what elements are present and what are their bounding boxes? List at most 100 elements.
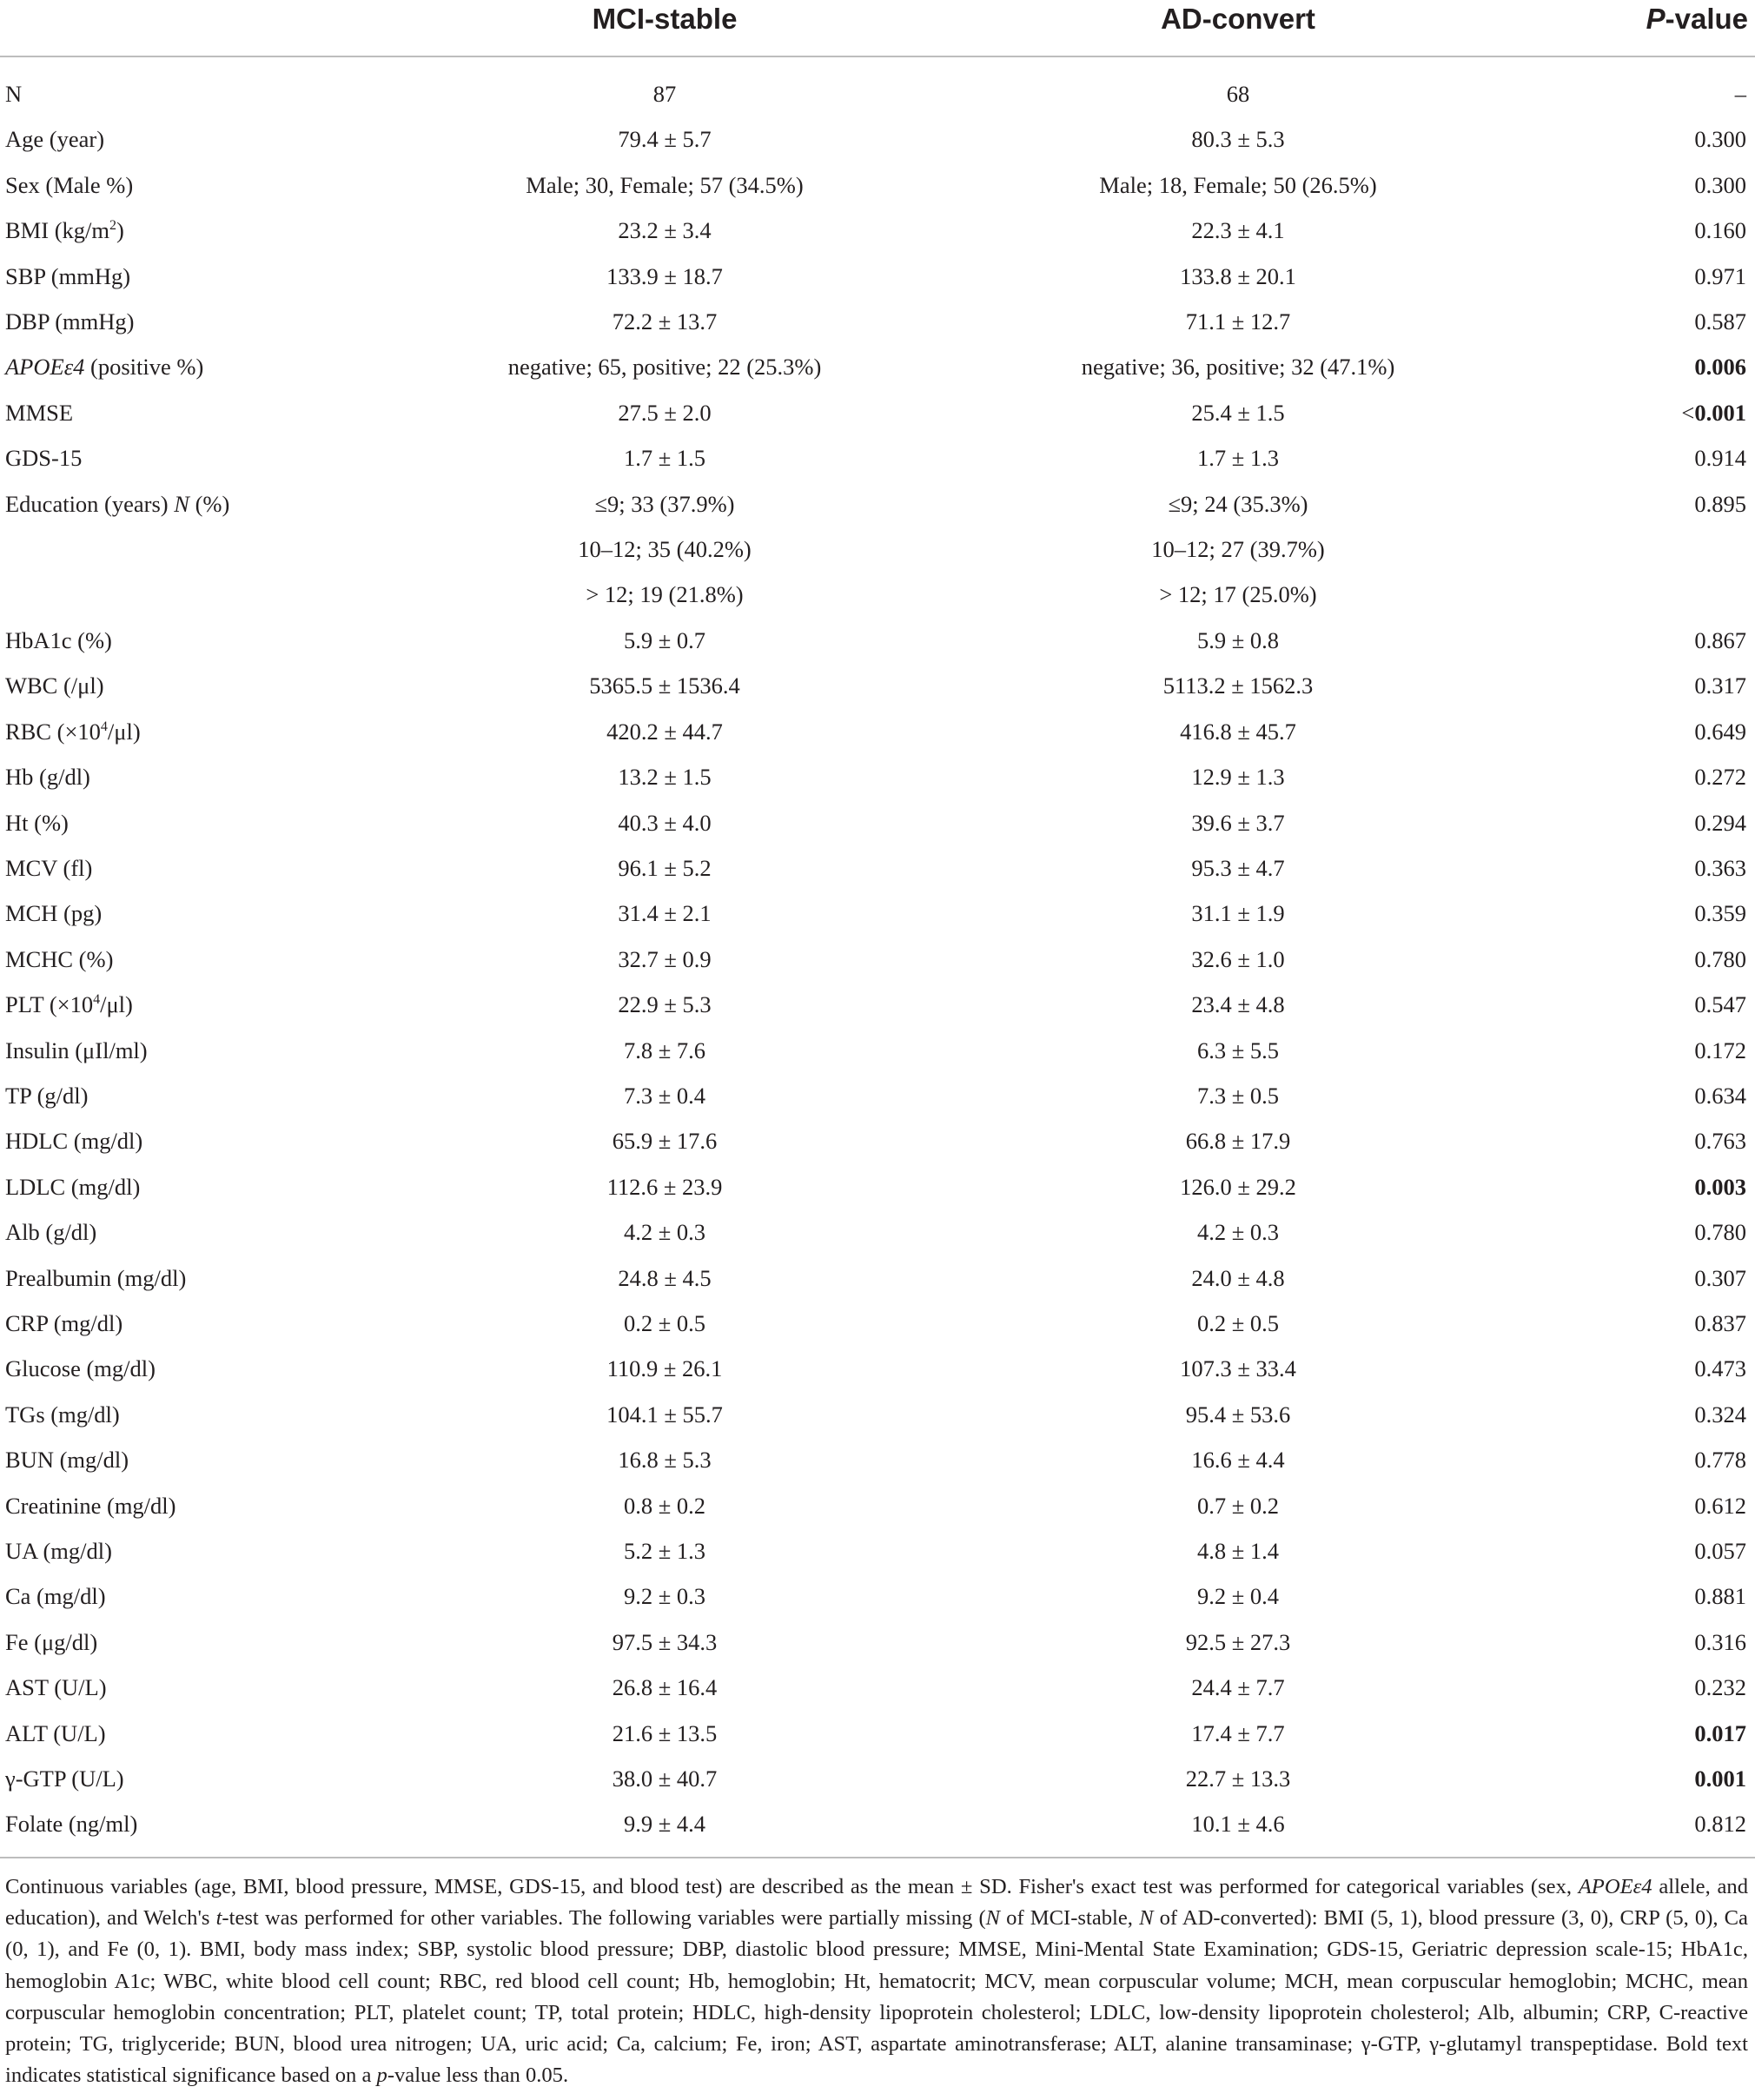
mci-stable-value: 79.4 ± 5.7 bbox=[618, 126, 712, 153]
row-label: HbA1c (%) bbox=[5, 618, 112, 663]
row-label: WBC (/μl) bbox=[5, 663, 104, 708]
p-value: <0.001 bbox=[1681, 390, 1746, 435]
table-row: LDLC (mg/dl) 112.6 ± 23.9 126.0 ± 29.2 0.00… bbox=[0, 1164, 1755, 1209]
footnote-italic: N bbox=[985, 1906, 1001, 1931]
p-value: 0.867 bbox=[1694, 618, 1746, 663]
row-label: SBP (mmHg) bbox=[5, 254, 130, 299]
table-row: Education (years) N (%) ≤9; 33 (37.9%) ≤9;… bbox=[0, 481, 1755, 527]
table-row: Sex (Male %) Male; 30, Female; 57 (34.5%)… bbox=[0, 162, 1755, 208]
p-value-prefix: < bbox=[1681, 399, 1695, 426]
row-label-part: γ-GTP (U/L) bbox=[5, 1765, 124, 1792]
ad-convert-value: 32.6 ± 1.0 bbox=[1191, 945, 1285, 972]
row-label-part: TP (g/dl) bbox=[5, 1082, 89, 1109]
p-value-number: 0.359 bbox=[1694, 900, 1746, 927]
p-value: 0.300 bbox=[1694, 116, 1746, 162]
row-label-part: 4 bbox=[93, 992, 101, 1008]
ad-convert-value: 23.4 ± 4.8 bbox=[1191, 991, 1285, 1018]
row-label-part: TGs (mg/dl) bbox=[5, 1401, 120, 1428]
ad-convert-value: 17.4 ± 7.7 bbox=[1191, 1719, 1285, 1746]
row-label: APOEε4 (positive %) bbox=[5, 344, 203, 389]
p-value: 0.587 bbox=[1694, 299, 1746, 344]
row-label-part: (%) bbox=[189, 490, 230, 517]
p-value: 0.001 bbox=[1694, 1756, 1746, 1801]
footnote-italic: p bbox=[376, 2064, 387, 2088]
mci-stable-value: 5.9 ± 0.7 bbox=[623, 626, 706, 653]
p-value-number: 0.300 bbox=[1694, 126, 1746, 153]
row-label: RBC (×104/μl) bbox=[5, 709, 141, 754]
table-row: 10–12; 35 (40.2%) 10–12; 27 (39.7%) bbox=[0, 527, 1755, 572]
ad-convert-value: 71.1 ± 12.7 bbox=[1185, 308, 1291, 335]
table-row: MMSE 27.5 ± 2.0 25.4 ± 1.5 <0.001 bbox=[0, 390, 1755, 435]
row-label-part: BMI (kg/m bbox=[5, 217, 109, 244]
mci-stable-value: Male; 30, Female; 57 (34.5%) bbox=[526, 171, 804, 198]
p-value-number: 0.003 bbox=[1694, 1173, 1746, 1200]
p-value-number: 0.001 bbox=[1694, 1765, 1746, 1792]
mci-stable-value: 104.1 ± 55.7 bbox=[606, 1401, 723, 1428]
mci-stable-value: 133.9 ± 18.7 bbox=[606, 262, 723, 289]
table-row: GDS-15 1.7 ± 1.5 1.7 ± 1.3 0.914 bbox=[0, 435, 1755, 480]
p-value: 0.473 bbox=[1694, 1346, 1746, 1391]
footnote-text: allele, and education), and Welch's bbox=[5, 1875, 1748, 1931]
row-label-part: MMSE bbox=[5, 399, 74, 426]
table-row: Glucose (mg/dl) 110.9 ± 26.1 107.3 ± 33.4 0… bbox=[0, 1346, 1755, 1391]
row-label-part: Age (year) bbox=[5, 126, 105, 153]
p-value: 0.634 bbox=[1694, 1073, 1746, 1118]
ad-convert-value: 10–12; 27 (39.7%) bbox=[1151, 536, 1325, 563]
row-label: Prealbumin (mg/dl) bbox=[5, 1255, 186, 1301]
p-value-number: – bbox=[1734, 81, 1746, 107]
ad-convert-value: 16.6 ± 4.4 bbox=[1191, 1447, 1285, 1474]
p-value-number: 0.837 bbox=[1694, 1309, 1746, 1336]
row-label-part: Ht (%) bbox=[5, 809, 69, 836]
footnote-italic: N bbox=[1139, 1906, 1154, 1931]
row-label: γ-GTP (U/L) bbox=[5, 1756, 124, 1801]
footnote-text: -test was performed for other variables.… bbox=[222, 1906, 986, 1931]
mci-stable-value: 65.9 ± 17.6 bbox=[612, 1128, 718, 1155]
p-value-number: 0.006 bbox=[1694, 354, 1746, 381]
p-value: 0.837 bbox=[1694, 1301, 1746, 1346]
row-label-part: APOEε4 bbox=[5, 354, 85, 381]
row-label: UA (mg/dl) bbox=[5, 1528, 112, 1573]
table-row: Insulin (μIl/ml) 7.8 ± 7.6 6.3 ± 5.5 0.172 bbox=[0, 1028, 1755, 1073]
mci-stable-value: 13.2 ± 1.5 bbox=[618, 764, 712, 791]
p-value: 0.778 bbox=[1694, 1437, 1746, 1482]
row-label: Ht (%) bbox=[5, 800, 69, 845]
row-label: Fe (μg/dl) bbox=[5, 1620, 97, 1665]
mci-stable-value: 31.4 ± 2.1 bbox=[618, 900, 712, 927]
row-label: AST (U/L) bbox=[5, 1665, 107, 1710]
mci-stable-value: 112.6 ± 23.9 bbox=[606, 1173, 723, 1200]
p-value-number: 0.971 bbox=[1694, 262, 1746, 289]
table-row: TGs (mg/dl) 104.1 ± 55.7 95.4 ± 53.6 0.324 bbox=[0, 1392, 1755, 1437]
ad-convert-value: 24.0 ± 4.8 bbox=[1191, 1264, 1285, 1291]
mci-stable-value: 96.1 ± 5.2 bbox=[618, 854, 712, 881]
row-label: Insulin (μIl/ml) bbox=[5, 1028, 148, 1073]
row-label-part: Prealbumin (mg/dl) bbox=[5, 1264, 187, 1291]
mci-stable-value: 9.9 ± 4.4 bbox=[623, 1811, 706, 1838]
p-value-number: 0.294 bbox=[1694, 809, 1746, 836]
table-header: MCI-stable AD-convert P-value bbox=[0, 0, 1755, 57]
p-value: 0.307 bbox=[1694, 1255, 1746, 1301]
p-value: 0.363 bbox=[1694, 845, 1746, 891]
row-label: MCHC (%) bbox=[5, 937, 113, 982]
table-row: Creatinine (mg/dl) 0.8 ± 0.2 0.7 ± 0.2 0.61… bbox=[0, 1483, 1755, 1528]
row-label: MMSE bbox=[5, 390, 73, 435]
mci-stable-value: 5365.5 ± 1536.4 bbox=[589, 672, 740, 699]
ad-convert-value: 24.4 ± 7.7 bbox=[1191, 1674, 1285, 1701]
table-row: UA (mg/dl) 5.2 ± 1.3 4.8 ± 1.4 0.057 bbox=[0, 1528, 1755, 1573]
p-value: – bbox=[1735, 71, 1746, 116]
mci-stable-value: 110.9 ± 26.1 bbox=[606, 1355, 723, 1382]
table-row: APOEε4 (positive %) negative; 65, positiv… bbox=[0, 344, 1755, 389]
mci-stable-value: 420.2 ± 44.7 bbox=[606, 718, 723, 745]
footnote-divider bbox=[0, 1857, 1755, 1858]
p-value-number: 0.172 bbox=[1694, 1037, 1746, 1063]
p-value-number: 0.867 bbox=[1694, 626, 1746, 653]
p-value: 0.294 bbox=[1694, 800, 1746, 845]
mci-stable-value: 5.2 ± 1.3 bbox=[623, 1538, 706, 1564]
row-label-part: Sex (Male %) bbox=[5, 171, 134, 198]
table-row: PLT (×104/μl) 22.9 ± 5.3 23.4 ± 4.8 0.547 bbox=[0, 982, 1755, 1027]
row-label: Folate (ng/ml) bbox=[5, 1801, 137, 1846]
p-value-number: 0.324 bbox=[1694, 1401, 1746, 1428]
table-row: Ca (mg/dl) 9.2 ± 0.3 9.2 ± 0.4 0.881 bbox=[0, 1573, 1755, 1619]
table-row: RBC (×104/μl) 420.2 ± 44.7 416.8 ± 45.7 0.6… bbox=[0, 709, 1755, 754]
p-value: 0.300 bbox=[1694, 162, 1746, 208]
ad-convert-value: 22.3 ± 4.1 bbox=[1191, 217, 1285, 244]
